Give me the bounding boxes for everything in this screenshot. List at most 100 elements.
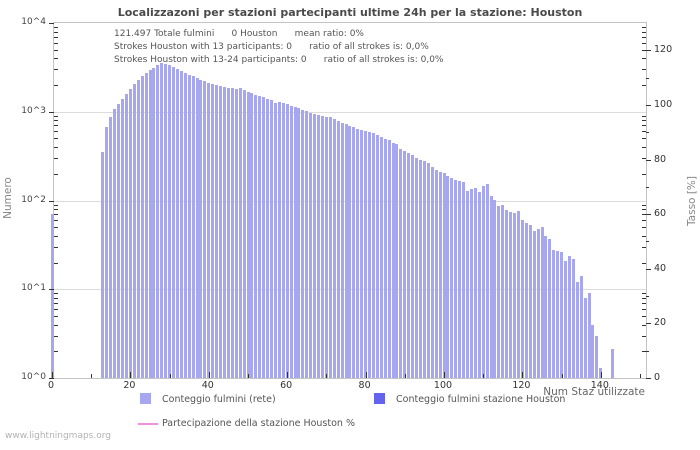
y-minor-tick-left	[54, 246, 58, 248]
x-tick	[248, 374, 249, 378]
y-tick-label-left: 10^3	[21, 105, 46, 116]
bar	[317, 114, 321, 378]
y-tick-left	[49, 23, 54, 24]
bar	[270, 99, 274, 378]
y-minor-tick-left	[54, 69, 58, 71]
bar	[191, 76, 195, 378]
y-minor-tick-left	[54, 214, 58, 216]
bar	[148, 70, 152, 378]
y-tick-label-right: 40	[654, 262, 667, 274]
x-tick	[600, 372, 602, 378]
y-minor-tick-left	[54, 115, 58, 117]
y-minor-tick-left	[54, 27, 58, 29]
bar	[391, 142, 395, 378]
y-axis-title-right: Tasso [%]	[686, 176, 698, 226]
r-tick	[646, 241, 649, 243]
watermark: www.lightningmaps.org	[5, 431, 111, 441]
bar	[556, 250, 560, 378]
bar	[309, 112, 313, 378]
bar	[513, 213, 517, 378]
x-tick-label: 60	[280, 380, 293, 391]
y-minor-tick-right	[642, 85, 646, 87]
y-minor-tick-right	[642, 351, 646, 353]
x-tick	[483, 374, 485, 378]
bar	[168, 65, 172, 378]
bar	[156, 65, 160, 378]
bar	[211, 84, 215, 378]
bar	[567, 255, 571, 378]
bar	[128, 89, 132, 378]
bar	[536, 228, 540, 378]
y-minor-tick-left	[54, 293, 58, 295]
y-minor-tick-left	[54, 204, 58, 206]
y-tick-label-left: 10^0	[21, 372, 46, 382]
y-tick-label-right: 60	[654, 208, 667, 220]
legend-swatch-network-count	[140, 393, 151, 404]
bar	[250, 92, 254, 378]
annotation-totals: 121.497 Totale fulmini 0 Houston mean ra…	[114, 29, 364, 39]
y-minor-tick-right	[642, 138, 646, 140]
y-minor-tick-left	[54, 297, 58, 299]
bar	[520, 220, 524, 378]
bar	[113, 108, 117, 378]
bar	[117, 103, 121, 378]
bar	[611, 349, 615, 378]
y-minor-tick-left	[54, 209, 58, 211]
bar	[332, 119, 336, 378]
bar	[434, 170, 438, 378]
bar	[387, 140, 391, 378]
y-gridline	[54, 111, 646, 113]
bar	[395, 144, 399, 378]
bar	[575, 282, 579, 378]
bar	[285, 104, 289, 378]
x-tick	[287, 372, 289, 378]
bar	[505, 210, 509, 378]
bar	[485, 184, 489, 378]
y-minor-tick-right	[642, 120, 646, 122]
bar	[442, 172, 446, 378]
bar	[132, 84, 136, 378]
bar	[160, 63, 164, 378]
y-minor-tick-right	[642, 227, 646, 229]
y-minor-tick-right	[642, 315, 646, 317]
y-minor-tick-left	[54, 120, 58, 122]
y-minor-tick-left	[54, 262, 58, 264]
r-tick	[646, 378, 651, 379]
x-tick	[404, 374, 406, 378]
y-minor-tick-left	[54, 58, 58, 60]
y-minor-tick-right	[642, 297, 646, 299]
y-tick-label-left: 10^2	[21, 194, 46, 205]
r-tick	[646, 132, 649, 134]
y-tick-label-left: 10^1	[21, 283, 46, 294]
bar	[187, 74, 191, 378]
y-minor-tick-right	[642, 173, 646, 175]
bar	[411, 155, 415, 378]
x-tick-label: 80	[358, 380, 371, 391]
annotation-strokes-13: Strokes Houston with 13 participants: 0 …	[114, 42, 429, 52]
bar	[324, 117, 328, 378]
bar	[430, 167, 434, 378]
bar	[466, 191, 470, 378]
bar	[313, 113, 317, 378]
y-minor-tick-left	[54, 335, 58, 337]
bar	[587, 293, 591, 378]
y-minor-tick-right	[642, 131, 646, 133]
y-minor-tick-left	[54, 147, 58, 149]
bar	[266, 98, 270, 378]
y-minor-tick-right	[642, 246, 646, 248]
bar	[595, 335, 599, 378]
y-minor-tick-right	[642, 115, 646, 117]
bar	[179, 71, 183, 378]
x-tick	[444, 372, 445, 378]
bar	[219, 86, 223, 378]
x-tick	[326, 374, 328, 378]
bar	[238, 87, 242, 378]
x-tick-label: 40	[201, 380, 214, 391]
y-minor-tick-left	[54, 315, 58, 317]
bar	[175, 68, 179, 378]
bar	[422, 161, 426, 378]
x-tick	[640, 374, 641, 378]
legend-label-station-count: Conteggio fulmini stazione Houston	[396, 394, 566, 405]
bar	[524, 222, 528, 378]
bar	[336, 121, 340, 378]
